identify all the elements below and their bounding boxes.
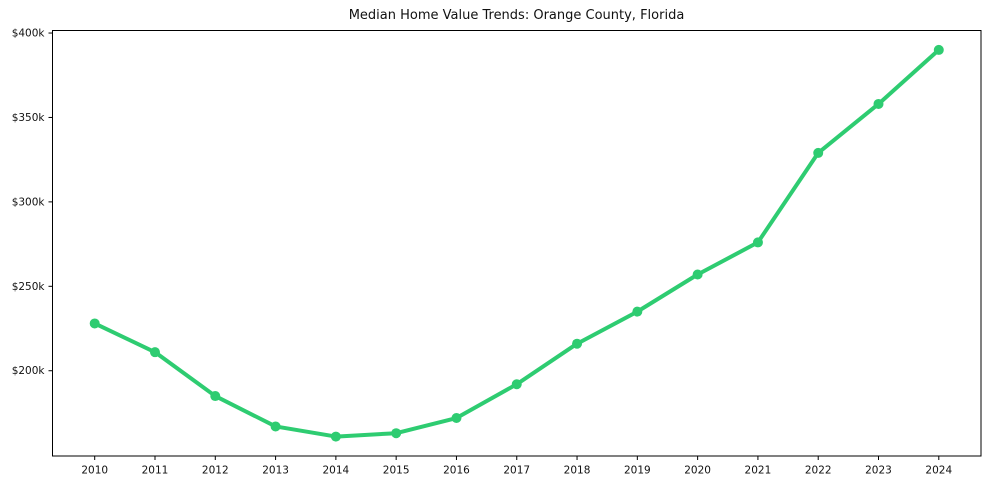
data-point-2010 xyxy=(89,318,100,329)
x-tick-label: 2024 xyxy=(925,465,952,477)
y-tick-label: $300k xyxy=(12,196,46,208)
data-point-2022 xyxy=(813,147,824,158)
data-point-2014 xyxy=(330,431,341,442)
data-point-2019 xyxy=(632,306,643,317)
x-tick-label: 2013 xyxy=(262,465,289,477)
y-tick-label: $200k xyxy=(12,365,46,377)
data-point-2017 xyxy=(511,379,522,390)
x-tick-label: 2017 xyxy=(503,465,530,477)
x-tick-label: 2019 xyxy=(624,465,651,477)
data-point-2013 xyxy=(270,421,281,432)
x-tick-label: 2016 xyxy=(443,465,470,477)
x-tick-label: 2014 xyxy=(323,465,350,477)
trend-line xyxy=(92,47,941,439)
x-tick-label: 2020 xyxy=(684,465,711,477)
x-tick-label: 2010 xyxy=(81,465,108,477)
plot-border xyxy=(52,30,982,457)
x-tick-label: 2018 xyxy=(564,465,591,477)
data-point-2018 xyxy=(572,338,583,349)
x-tick-label: 2021 xyxy=(745,465,772,477)
x-tick-label: 2015 xyxy=(383,465,410,477)
data-point-2012 xyxy=(210,391,221,402)
data-point-2016 xyxy=(451,413,462,424)
x-tick-label: 2012 xyxy=(202,465,229,477)
data-point-2024 xyxy=(933,44,944,55)
data-point-2015 xyxy=(391,428,402,439)
chart-title: Median Home Value Trends: Orange County,… xyxy=(348,8,685,23)
x-tick-label: 2022 xyxy=(805,465,832,477)
data-point-2011 xyxy=(149,347,160,358)
data-point-2021 xyxy=(752,237,763,248)
y-tick-label: $350k xyxy=(12,112,46,124)
data-point-2020 xyxy=(692,269,703,280)
y-tick-label: $400k xyxy=(12,28,46,40)
x-tick-label: 2023 xyxy=(865,465,892,477)
y-tick-label: $250k xyxy=(12,281,46,293)
x-tick-label: 2011 xyxy=(142,465,169,477)
data-point-2023 xyxy=(873,98,884,109)
